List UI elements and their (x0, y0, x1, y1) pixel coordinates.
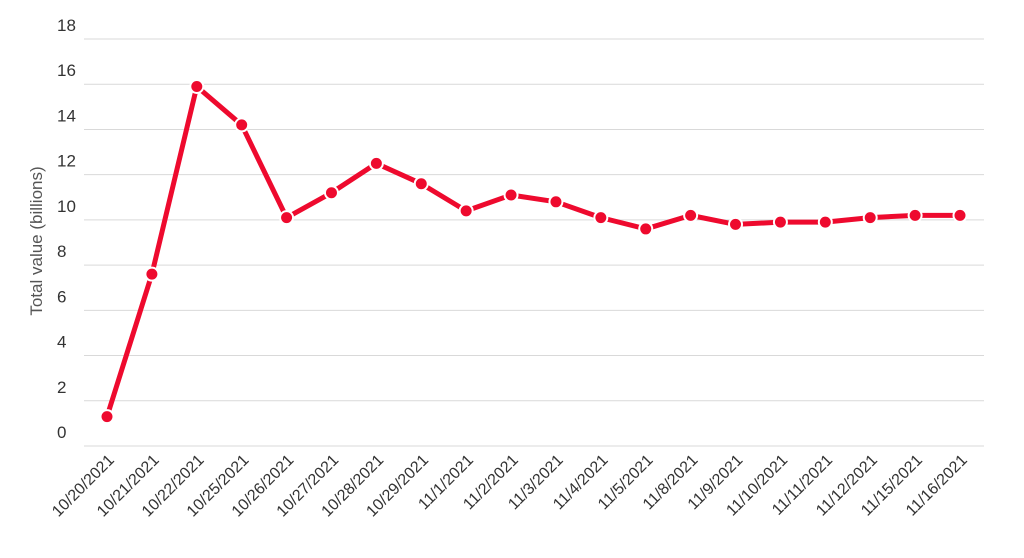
y-tick-label: 18 (57, 16, 76, 35)
data-point[interactable] (413, 176, 429, 192)
data-point[interactable] (189, 78, 205, 94)
data-point[interactable] (503, 187, 519, 203)
y-tick-label: 10 (57, 197, 76, 216)
y-tick-label: 0 (57, 423, 66, 442)
data-point[interactable] (907, 207, 923, 223)
data-point[interactable] (952, 207, 968, 223)
y-tick-label: 12 (57, 152, 76, 171)
y-tick-label: 16 (57, 61, 76, 80)
data-point[interactable] (99, 409, 115, 425)
x-axis-ticks: 10/20/202110/21/202110/22/202110/25/2021… (49, 452, 971, 521)
data-point[interactable] (548, 194, 564, 210)
data-point[interactable] (279, 210, 295, 226)
data-point[interactable] (323, 185, 339, 201)
data-point[interactable] (144, 266, 160, 282)
y-tick-label: 4 (57, 333, 66, 352)
data-point[interactable] (368, 155, 384, 171)
data-point[interactable] (862, 210, 878, 226)
y-tick-label: 2 (57, 378, 66, 397)
data-point[interactable] (817, 214, 833, 230)
series-line (104, 83, 963, 420)
data-point[interactable] (772, 214, 788, 230)
data-point[interactable] (593, 210, 609, 226)
y-tick-label: 14 (57, 106, 76, 125)
data-point[interactable] (683, 207, 699, 223)
data-point[interactable] (728, 216, 744, 232)
series-layer (99, 78, 968, 425)
y-tick-label: 8 (57, 242, 66, 261)
y-axis-ticks: 0 2 4 6 8 10 12 14 16 18 (57, 16, 76, 442)
data-point[interactable] (458, 203, 474, 219)
gridlines (84, 38, 984, 447)
data-point[interactable] (638, 221, 654, 237)
data-point[interactable] (234, 117, 250, 133)
y-tick-label: 6 (57, 287, 66, 306)
y-axis-title: Total value (billions) (27, 166, 46, 315)
